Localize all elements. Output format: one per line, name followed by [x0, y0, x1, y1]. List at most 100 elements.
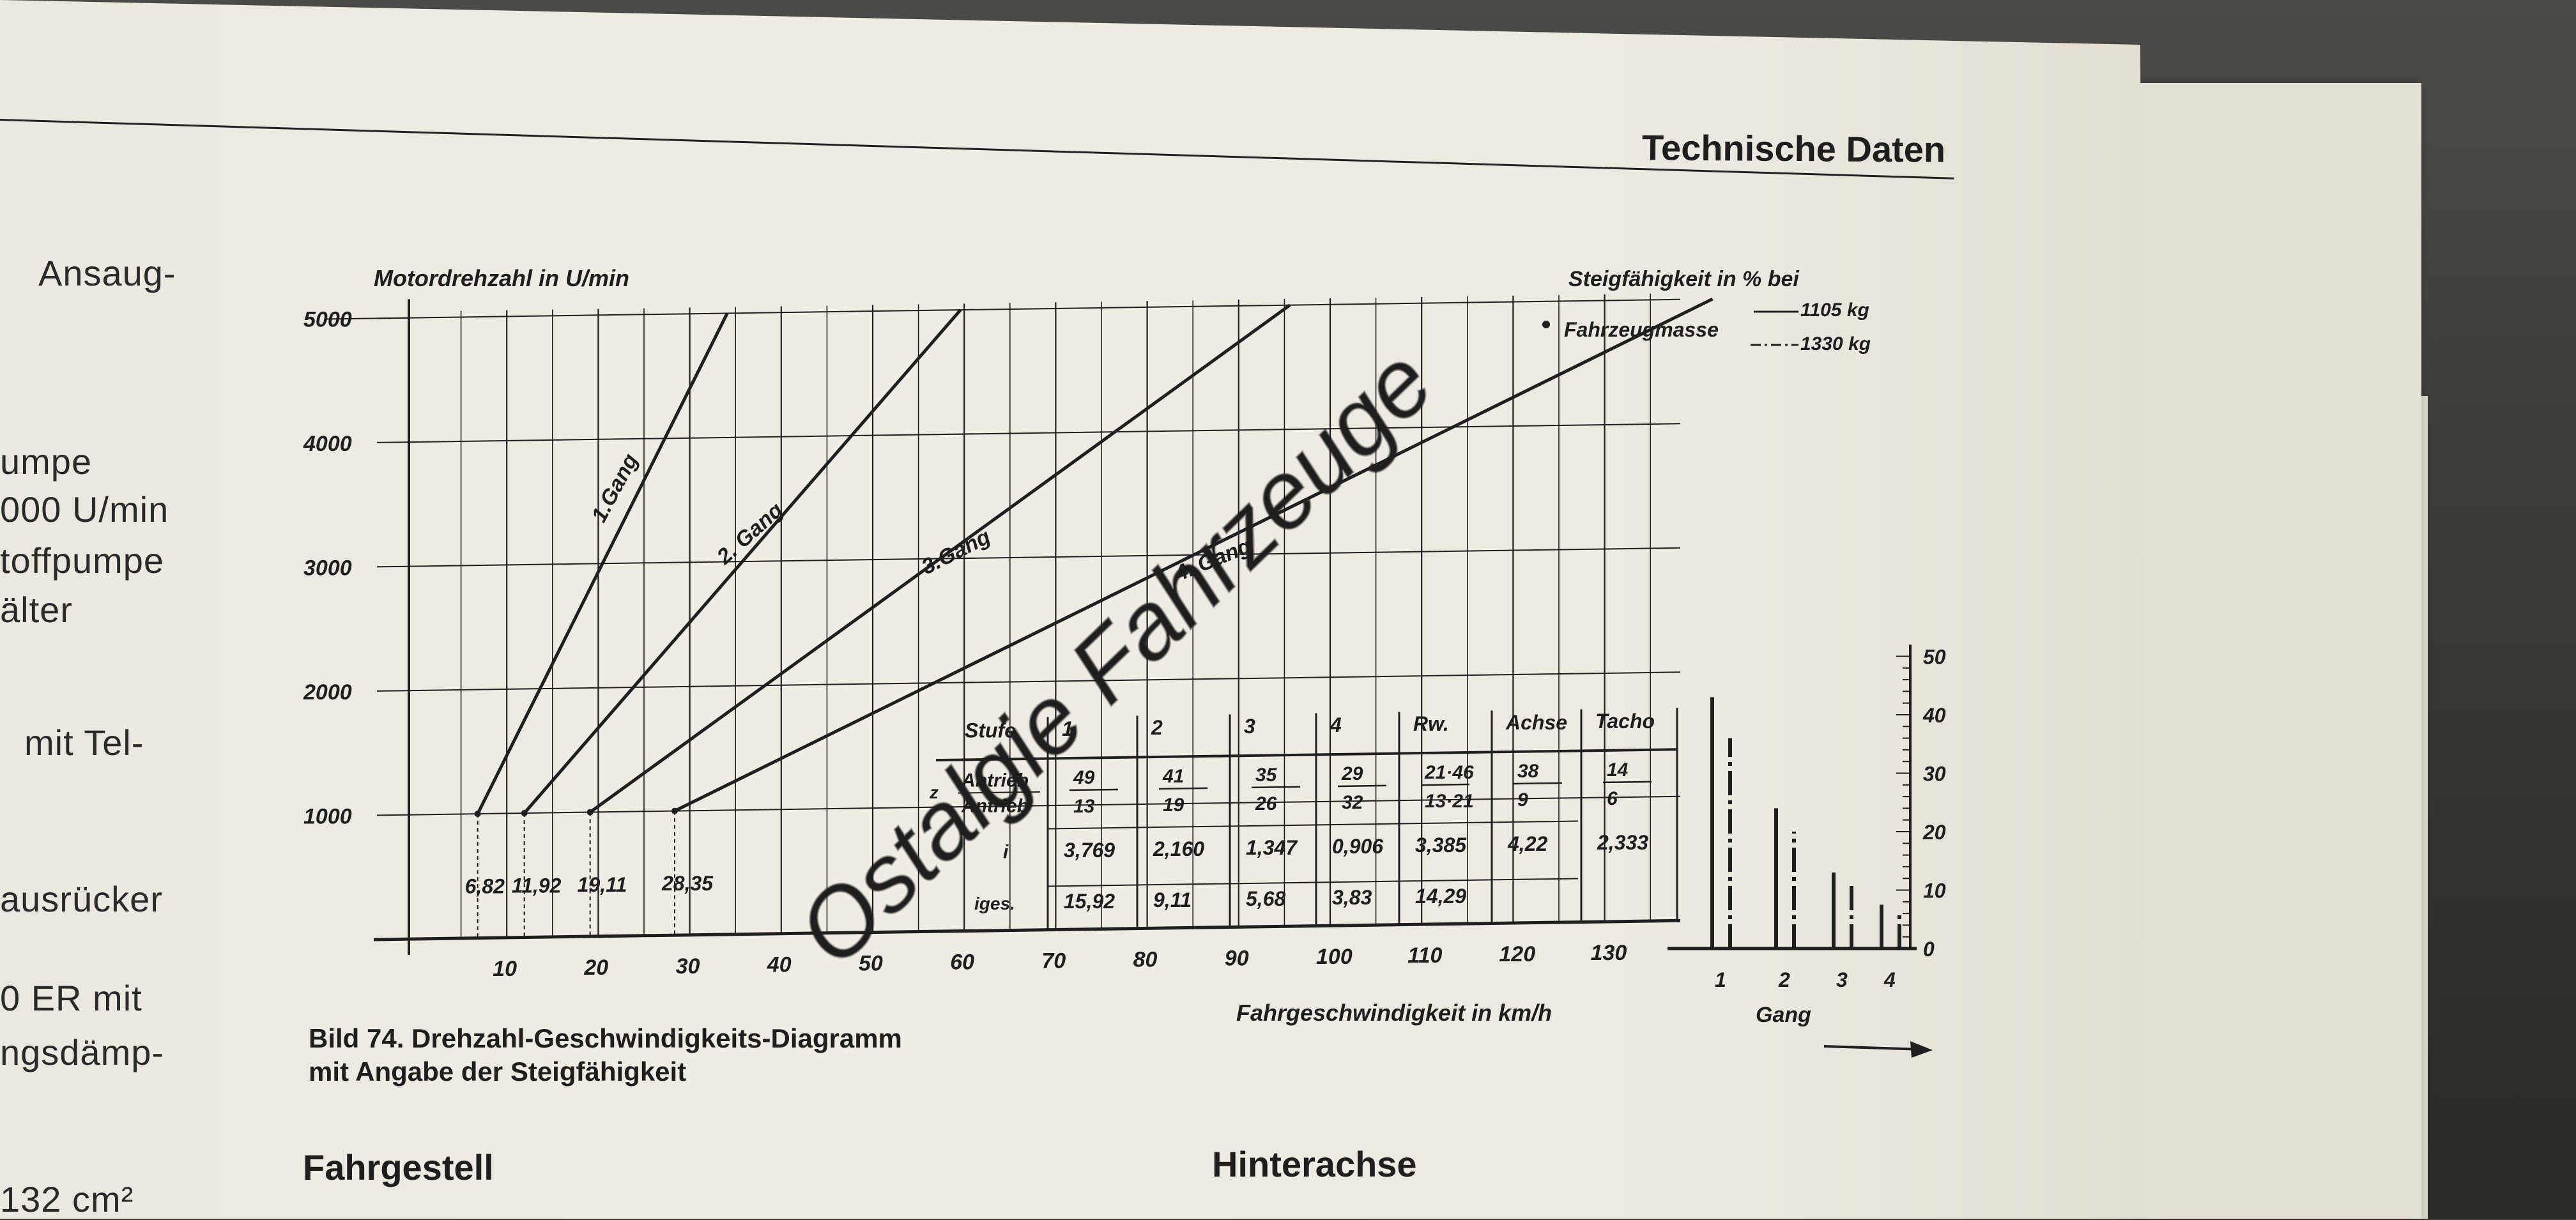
table-iges-cell: 9,11 — [1153, 888, 1192, 911]
section-heading-hinterachse: Hinterachse — [1212, 1144, 1417, 1184]
table-ratio-numerator: 38 — [1517, 761, 1539, 782]
gear-marker-value: 6,82 — [465, 875, 505, 898]
table-header-cell: 1 — [1062, 717, 1073, 740]
gear-marker-point — [474, 811, 481, 818]
table-header-cell: 3 — [1244, 715, 1255, 738]
fraction-bar — [1513, 782, 1563, 785]
left-text-line: mit Tel- — [24, 722, 144, 763]
table-ratio-denominator: 13 — [1073, 796, 1095, 817]
left-text-line: Ansaug- — [38, 253, 176, 293]
caption-line-1: Bild 74. Drehzahl-Geschwindigkeits-Diagr… — [309, 1023, 902, 1053]
table-iges-cell: 14,29 — [1415, 885, 1466, 908]
gear-line — [523, 309, 962, 814]
steig-category-label: 2 — [1778, 968, 1790, 991]
table-row-label: i — [1003, 842, 1009, 863]
x-tick-label: 110 — [1407, 943, 1442, 968]
table-rule — [1047, 820, 1579, 830]
table-i-cell: 2,160 — [1153, 837, 1204, 860]
table-ratio-denominator: 9 — [1517, 789, 1528, 811]
steig-legend-title: Fahrzeugmasse — [1564, 318, 1719, 341]
table-ratio-numerator: 35 — [1255, 765, 1278, 786]
steig-title: Steigfähigkeit in % bei — [1568, 267, 1800, 291]
x-tick-label: 20 — [583, 956, 608, 980]
y-axis-top-tick — [325, 317, 410, 320]
gear-line — [476, 312, 729, 815]
steig-category-label: 3 — [1836, 968, 1848, 991]
x-tick-label: 70 — [1041, 949, 1066, 973]
book-page: Technische Daten Ansaug- umpe 000 U/min … — [0, 0, 2147, 1219]
gridline-h — [376, 423, 1681, 443]
table-header-cell: Tacho — [1595, 710, 1655, 733]
table-z-label: z — [929, 782, 939, 802]
table-i-cell: 2,333 — [1597, 831, 1648, 854]
table-ratio-numerator: 21·46 — [1424, 762, 1474, 783]
left-text-line: 132 cm² — [0, 1179, 134, 1219]
section-heading-fahrgestell: Fahrgestell — [303, 1147, 494, 1187]
steig-y-tick-label: 20 — [1922, 821, 1946, 844]
steig-category-label: 4 — [1883, 968, 1896, 991]
table-ratio-numerator: 41 — [1162, 766, 1184, 787]
table-header-cell: 2 — [1151, 716, 1163, 739]
gear-line-label: 2. Gang — [712, 498, 788, 570]
table-ratio-denominator: 13·21 — [1425, 791, 1474, 812]
gear-line — [673, 297, 1713, 812]
table-iges-cell: 3,83 — [1332, 886, 1372, 909]
y-tick-label: 4000 — [303, 432, 352, 456]
steig-x-axis-title: Gang — [1756, 1003, 1811, 1027]
left-text-line: 000 U/min — [0, 489, 169, 530]
steig-y-tick-label: 50 — [1923, 646, 1946, 669]
steig-y-tick-label: 40 — [1922, 704, 1946, 727]
gridline-h — [376, 795, 1681, 816]
fraction-bar — [1158, 787, 1208, 790]
gridline-h — [376, 298, 1681, 319]
x-tick-label: 50 — [859, 952, 883, 976]
left-text-line: ngsdämp- — [0, 1032, 165, 1072]
y-tick-label: 1000 — [303, 805, 352, 829]
steig-y-tick-label: 0 — [1923, 938, 1935, 961]
fraction-bar — [1069, 788, 1119, 791]
table-i-cell: 4,22 — [1507, 832, 1547, 855]
legend-label-1330kg: 1330 kg — [1800, 333, 1871, 355]
table-i-cell: 3,769 — [1064, 839, 1115, 862]
gear-marker-value: 11,92 — [512, 874, 562, 897]
table-row-label: iges. — [974, 894, 1015, 913]
table-ratio-denominator: 19 — [1163, 795, 1184, 816]
x-tick-label: 130 — [1591, 941, 1627, 965]
back-page — [2128, 83, 2421, 1219]
legend-bullet — [1542, 321, 1550, 328]
fraction-bar — [958, 791, 1041, 794]
steig-y-tick-label: 30 — [1923, 763, 1946, 786]
table-ratio-numerator: 14 — [1607, 759, 1629, 781]
fraction-bar — [1420, 783, 1470, 786]
gang-arrow-head — [1910, 1041, 1933, 1058]
table-iges-cell: 15,92 — [1064, 890, 1115, 913]
table-header-cell: Stufe — [965, 719, 1016, 742]
table-header-cell: Rw. — [1413, 712, 1449, 735]
table-ratio-numerator: 29 — [1341, 763, 1363, 784]
table-header-cell: Achse — [1505, 711, 1567, 734]
x-tick-label: 60 — [950, 950, 974, 975]
x-axis — [373, 919, 1681, 942]
table-ratio-numerator: 49 — [1073, 767, 1095, 788]
gridline-h — [376, 671, 1681, 692]
y-tick-label: 5000 — [303, 308, 352, 332]
table-ratio-denominator: 32 — [1342, 792, 1363, 813]
legend-label-1105kg: 1105 kg — [1800, 300, 1869, 321]
gear-marker-value: 28,35 — [661, 872, 714, 895]
fraction-bar — [1251, 786, 1301, 789]
x-tick-label: 120 — [1499, 942, 1535, 966]
x-tick-label: 100 — [1316, 945, 1353, 969]
table-i-cell: 0,906 — [1332, 835, 1383, 858]
table-i-cell: 3,385 — [1415, 834, 1467, 857]
table-ratio-denominator: 6 — [1607, 788, 1618, 809]
gear-line — [589, 303, 1291, 814]
gear-line-label: 1.Gang — [587, 450, 643, 526]
y-tick-label: 3000 — [303, 556, 352, 581]
x-tick-label: 10 — [493, 957, 517, 981]
x-tick-label: 80 — [1133, 947, 1158, 972]
gear-marker-point — [521, 810, 528, 817]
table-row-label: Abtrieb — [961, 770, 1029, 791]
table-header-cell: 4 — [1330, 713, 1342, 736]
gear-line-label: 3.Gang — [917, 524, 994, 579]
table-row-label: Antrieb — [961, 795, 1029, 816]
